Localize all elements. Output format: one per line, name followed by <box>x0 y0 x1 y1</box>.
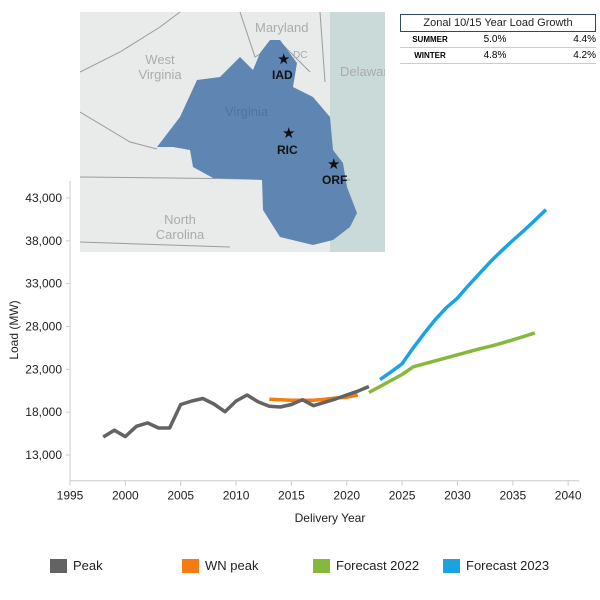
y-tick-label: 33,000 <box>25 277 62 291</box>
label-delaware: Delaware <box>340 64 385 79</box>
label-west-virginia: West Virginia <box>125 52 195 82</box>
growth-table-title: Zonal 10/15 Year Load Growth <box>400 14 596 32</box>
x-tick-label: 2005 <box>167 489 194 503</box>
x-tick-label: 2035 <box>499 489 526 503</box>
legend-swatch <box>50 558 67 573</box>
city-iad: IAD <box>272 68 293 82</box>
series-line-forecast-2022 <box>368 331 536 395</box>
label-dc: DC <box>293 50 308 61</box>
y-tick-label: 23,000 <box>25 362 62 376</box>
growth-10yr: 4.8% <box>483 50 507 61</box>
star-icon: ★ <box>277 51 291 68</box>
x-tick-label: 2020 <box>333 489 360 503</box>
label-virginia: Virginia <box>225 104 269 119</box>
y-tick-label: 13,000 <box>25 448 62 462</box>
y-tick-label: 43,000 <box>25 191 62 205</box>
x-tick-label: 2030 <box>444 489 471 503</box>
label-west: West <box>145 52 175 67</box>
legend-item-forecast-2023: Forecast 2023 <box>443 558 549 573</box>
star-icon: ★ <box>282 125 296 142</box>
legend-item-forecast-2022: Forecast 2022 <box>313 558 419 573</box>
label-north-carolina: North Carolina <box>145 212 215 242</box>
legend-item-peak: Peak <box>50 558 103 573</box>
row-label: SUMMER <box>412 35 448 44</box>
table-row: SUMMER 5.0% 4.4% <box>400 32 596 48</box>
legend-swatch <box>182 558 199 573</box>
y-tick-label: 38,000 <box>25 234 62 248</box>
star-icon: ★ <box>327 156 341 173</box>
legend-swatch <box>443 558 460 573</box>
label-carolina: Carolina <box>155 227 205 242</box>
legend-label: Peak <box>73 558 103 573</box>
growth-10yr: 5.0% <box>483 34 507 45</box>
zone-region <box>157 40 357 245</box>
series-line-forecast-2023 <box>378 208 548 382</box>
y-axis-title: Load (MW) <box>7 300 21 359</box>
x-tick-label: 2000 <box>112 489 139 503</box>
x-tick-label: 1995 <box>57 489 84 503</box>
x-axis-title: Delivery Year <box>295 511 366 525</box>
x-tick-label: 2015 <box>278 489 305 503</box>
legend-label: WN peak <box>205 558 259 573</box>
city-ric: RIC <box>277 143 298 157</box>
x-tick-label: 2025 <box>389 489 416 503</box>
city-orf: ORF <box>322 173 348 187</box>
label-north: North <box>164 212 196 227</box>
row-label: WINTER <box>414 51 446 60</box>
label-west-virginia-2: Virginia <box>138 67 182 82</box>
y-tick-label: 28,000 <box>25 320 62 334</box>
growth-15yr: 4.2% <box>573 50 596 61</box>
growth-15yr: 4.4% <box>573 34 596 45</box>
legend: Peak WN peak Forecast 2022 Forecast 2023 <box>0 558 600 578</box>
y-tick-label: 18,000 <box>25 405 62 419</box>
legend-item-wn-peak: WN peak <box>182 558 258 573</box>
x-tick-label: 2040 <box>555 489 582 503</box>
table-row: WINTER 4.8% 4.2% <box>400 48 596 64</box>
map-shapes <box>80 12 385 252</box>
legend-swatch <box>313 558 330 573</box>
series-line-peak <box>102 384 370 439</box>
load-growth-table: Zonal 10/15 Year Load Growth SUMMER 5.0%… <box>400 14 596 64</box>
legend-label: Forecast 2022 <box>336 558 420 573</box>
label-maryland: Maryland <box>255 20 309 35</box>
legend-label: Forecast 2023 <box>466 558 550 573</box>
x-tick-label: 2010 <box>223 489 250 503</box>
